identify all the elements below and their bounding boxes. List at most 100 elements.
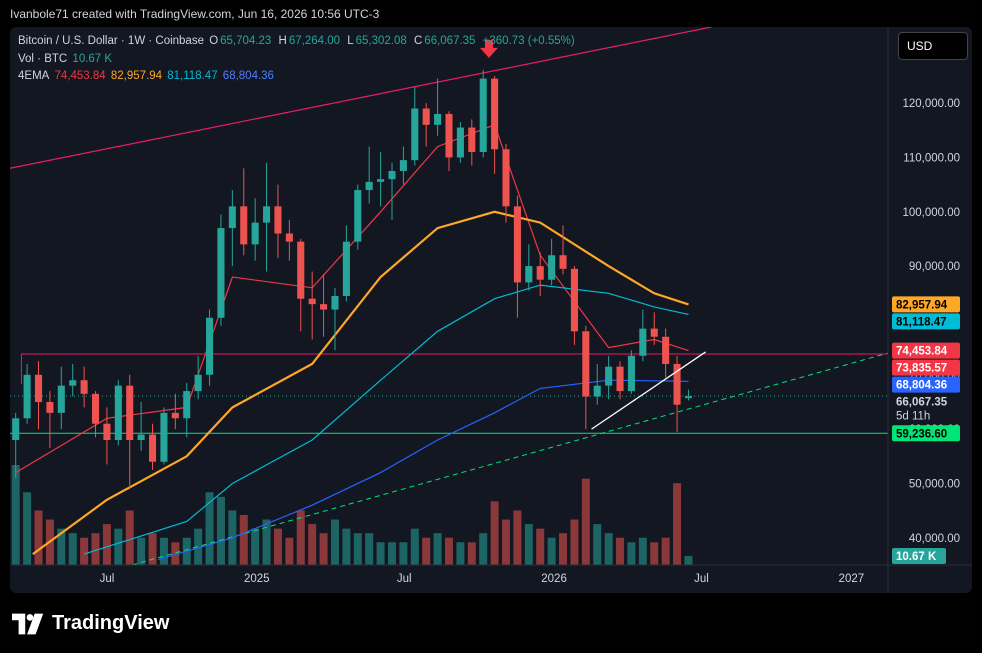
time-tick-label: Jul <box>100 573 115 585</box>
ema-line <box>15 124 689 474</box>
volume-bar <box>376 542 385 565</box>
volume-bar <box>57 528 66 565</box>
candle-body <box>46 401 54 413</box>
volume-bar <box>285 537 294 565</box>
brand-name: TradingView <box>52 612 170 634</box>
volume-bar <box>502 519 511 565</box>
candle-body <box>297 241 305 299</box>
volume-bar <box>638 537 647 565</box>
volume-bar <box>216 496 225 565</box>
chart-caption: Ivanbole71 created with TradingView.com,… <box>10 7 380 21</box>
volume-bar <box>604 533 613 565</box>
candle-body <box>331 296 339 310</box>
ema-value-red: 74,453.84 <box>54 70 106 82</box>
candle-body <box>605 366 613 386</box>
candle-body <box>342 241 350 296</box>
volume-bar <box>159 537 168 565</box>
open-value: O 65,704.23 <box>209 35 272 47</box>
time-tick-label: Jul <box>694 573 709 585</box>
candle-body <box>183 391 191 419</box>
tradingview-brand[interactable]: TradingView <box>12 612 169 635</box>
volume-bar <box>330 519 339 565</box>
volume-legend: Vol · BTC 10.67 K <box>18 53 114 65</box>
down-arrow-icon <box>479 39 498 58</box>
change-value: +360.73 (+0.55%) <box>482 35 575 47</box>
candle-body <box>559 255 567 269</box>
volume-bar <box>536 528 545 565</box>
price-label-box <box>892 425 960 442</box>
candle-body <box>274 206 282 234</box>
volume-label[interactable]: Vol · BTC <box>18 53 68 65</box>
volume-bar <box>650 542 659 565</box>
volume-bar <box>319 533 328 565</box>
candle-body <box>377 179 385 182</box>
volume-bar <box>34 510 43 565</box>
volume-bar <box>23 492 32 565</box>
volume-bar <box>11 465 20 565</box>
candle-body <box>502 149 510 207</box>
time-tick-label: 2025 <box>244 573 270 585</box>
volume-bar <box>513 510 522 565</box>
candle-body <box>320 304 328 310</box>
volume-bar <box>365 533 374 565</box>
dashed-support-trendline <box>132 352 888 565</box>
ema-line <box>83 284 689 555</box>
volume-bar <box>467 542 476 565</box>
volume-bar <box>570 519 579 565</box>
price-label-text: 74,453.84 <box>896 346 948 358</box>
resistance-trendline <box>10 27 712 169</box>
candle-body <box>479 78 487 152</box>
volume-bar <box>125 510 134 565</box>
price-chart[interactable]: 40,000.0050,000.0060,000.0070,000.0080,0… <box>10 27 972 593</box>
candle-body <box>171 412 179 419</box>
chart-panel[interactable]: 40,000.0050,000.0060,000.0070,000.0080,0… <box>10 27 972 593</box>
candle-body <box>434 113 442 125</box>
candle-body <box>639 328 647 356</box>
volume-bar <box>296 510 305 565</box>
time-tick-label: Jul <box>397 573 412 585</box>
volume-bar <box>80 537 89 565</box>
volume-bar <box>308 524 317 565</box>
candle-body <box>456 127 464 158</box>
volume-price-label-text: 10.67 K <box>896 551 937 563</box>
candle-body <box>445 113 453 158</box>
currency-button[interactable]: USD <box>898 32 968 60</box>
volume-bar <box>273 528 282 565</box>
candle-body <box>616 366 624 392</box>
candle-body <box>206 317 214 375</box>
candle-body <box>114 385 122 441</box>
volume-bar <box>342 528 351 565</box>
tradingview-logo-icon <box>12 613 44 634</box>
candle-body <box>354 190 362 242</box>
volume-bar <box>410 528 419 565</box>
time-tick-label: 2026 <box>541 573 567 585</box>
volume-bar <box>581 478 590 565</box>
ema-label[interactable]: 4EMA <box>18 70 50 82</box>
volume-bar <box>114 528 123 565</box>
candle-body <box>525 266 533 283</box>
candle-body <box>684 396 692 399</box>
ema-legend: 4EMA 74,453.84 82,957.94 81,118.47 68,80… <box>18 70 276 82</box>
candle-body <box>593 385 601 397</box>
candle-body <box>251 222 259 245</box>
price-tick-label: 50,000.00 <box>909 478 960 490</box>
volume-bar <box>559 533 568 565</box>
candle-body <box>673 363 681 405</box>
candle-body <box>148 434 157 462</box>
candle-body <box>137 434 145 441</box>
volume-bar <box>433 533 442 565</box>
price-label-text: 59,236.60 <box>896 428 947 440</box>
candle-body <box>308 298 316 305</box>
ema-value-teal: 81,118.47 <box>167 70 218 82</box>
price-label-text: 73,835.57 <box>896 363 947 375</box>
volume-bar <box>547 537 556 565</box>
candle-body <box>126 385 134 441</box>
candle-body <box>548 255 556 280</box>
candle-body <box>365 181 373 191</box>
price-label-box <box>892 393 960 424</box>
price-label-text: 66,067.35 <box>896 397 948 409</box>
candle-body <box>536 266 544 280</box>
plot-area <box>10 27 888 565</box>
symbol-name[interactable]: Bitcoin / U.S. Dollar · 1W · Coinbase <box>18 35 204 47</box>
candle-body <box>627 355 635 392</box>
